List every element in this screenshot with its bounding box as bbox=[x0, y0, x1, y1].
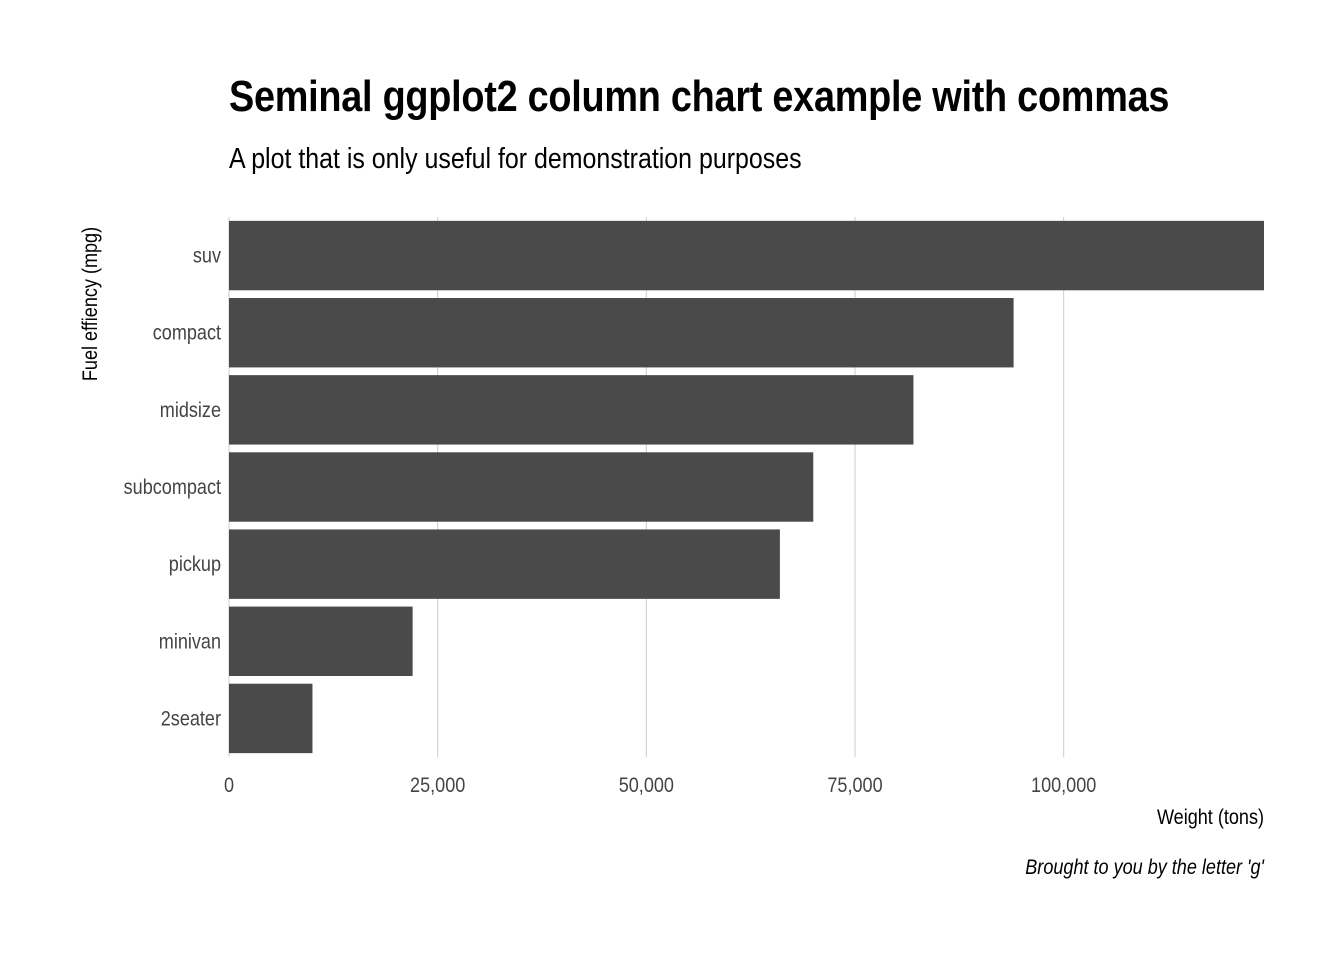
y-tick-label-suv: suv bbox=[193, 244, 221, 268]
x-tick-label-0: 0 bbox=[224, 774, 234, 798]
x-tick-label-4: 100,000 bbox=[1031, 774, 1096, 798]
bar-minivan bbox=[229, 606, 413, 676]
bar-midsize bbox=[229, 375, 914, 445]
bar-2seater bbox=[229, 683, 313, 754]
y-tick-label-subcompact: subcompact bbox=[124, 476, 222, 500]
chart-subtitle: A plot that is only useful for demonstra… bbox=[229, 143, 802, 175]
chart-title: Seminal ggplot2 column chart example wit… bbox=[229, 72, 1170, 121]
y-tick-label-minivan: minivan bbox=[159, 630, 221, 654]
bars bbox=[229, 220, 1264, 754]
y-tick-label-2seater: 2seater bbox=[161, 707, 222, 731]
y-tick-label-midsize: midsize bbox=[160, 399, 221, 423]
bar-subcompact bbox=[229, 452, 814, 522]
x-tick-label-1: 25,000 bbox=[410, 774, 465, 798]
y-tick-label-compact: compact bbox=[153, 321, 222, 345]
bar-compact bbox=[229, 298, 1014, 368]
bar-pickup bbox=[229, 529, 780, 599]
bar-suv bbox=[229, 220, 1264, 291]
chart-caption: Brought to you by the letter 'g' bbox=[1025, 856, 1265, 880]
x-axis-title: Weight (tons) bbox=[1157, 806, 1264, 830]
x-tick-labels: 0 25,000 50,000 75,000 100,000 bbox=[224, 774, 1096, 798]
y-axis-title: Fuel effiency (mpg) bbox=[79, 227, 103, 381]
y-tick-label-pickup: pickup bbox=[169, 553, 221, 577]
y-tick-labels: suv compact midsize subcompact pickup minivan… bbox=[124, 244, 222, 730]
x-tick-label-2: 50,000 bbox=[619, 774, 674, 798]
x-tick-label-3: 75,000 bbox=[827, 774, 882, 798]
